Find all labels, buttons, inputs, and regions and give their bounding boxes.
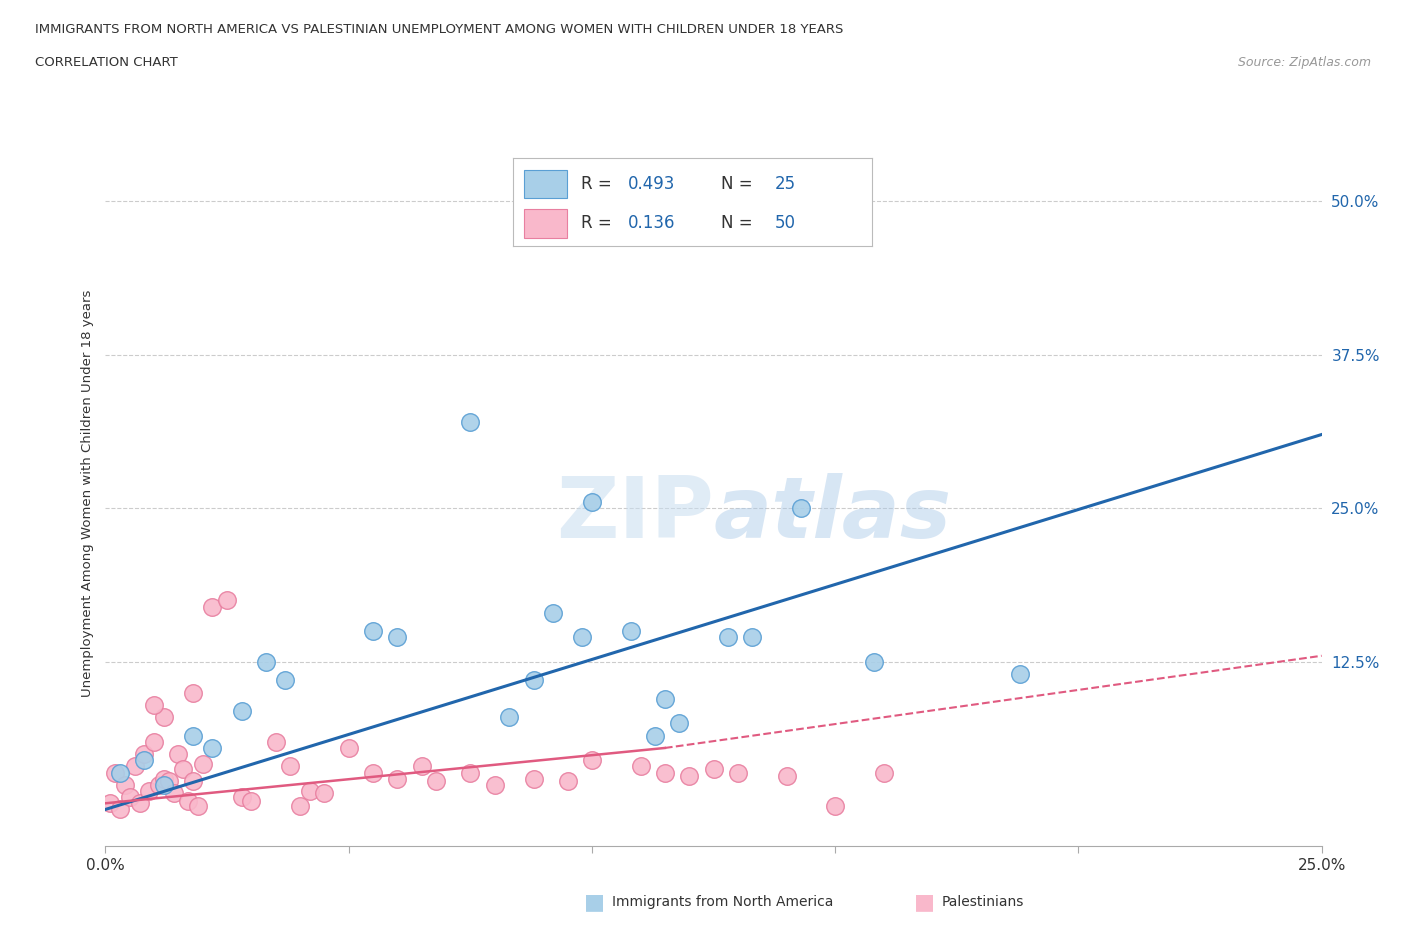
Point — [571, 630, 593, 644]
Point — [361, 765, 384, 780]
Point — [138, 784, 160, 799]
Text: CORRELATION CHART: CORRELATION CHART — [35, 56, 179, 69]
Point — [274, 673, 297, 688]
Point — [167, 747, 190, 762]
Point — [187, 798, 209, 813]
Y-axis label: Unemployment Among Women with Children Under 18 years: Unemployment Among Women with Children U… — [82, 289, 94, 697]
Text: Palestinians: Palestinians — [942, 895, 1025, 910]
Point — [630, 759, 652, 774]
Text: 25: 25 — [775, 175, 796, 193]
Point — [108, 765, 131, 780]
Point — [790, 501, 813, 516]
Point — [387, 630, 409, 644]
Point — [157, 774, 180, 789]
Text: N =: N = — [721, 175, 758, 193]
Point — [124, 759, 146, 774]
Point — [153, 777, 176, 792]
Point — [702, 762, 725, 777]
Point — [143, 735, 166, 750]
Point — [114, 777, 136, 792]
Point — [498, 710, 520, 724]
Point — [201, 599, 224, 614]
Text: ■: ■ — [583, 892, 605, 912]
Point — [298, 784, 321, 799]
Point — [824, 798, 846, 813]
Point — [177, 793, 200, 808]
Point — [873, 765, 896, 780]
Point — [108, 802, 131, 817]
Point — [678, 769, 700, 784]
Point — [541, 605, 564, 620]
Point — [484, 777, 506, 792]
Point — [231, 704, 253, 719]
Point — [775, 769, 797, 784]
Point — [153, 771, 176, 786]
Point — [668, 716, 690, 731]
Point — [134, 747, 156, 762]
Point — [240, 793, 263, 808]
Text: 0.493: 0.493 — [628, 175, 675, 193]
Point — [644, 728, 666, 743]
Text: atlas: atlas — [713, 472, 952, 555]
Point — [148, 777, 170, 792]
Point — [522, 673, 544, 688]
Point — [191, 756, 214, 771]
Text: 0.136: 0.136 — [628, 215, 675, 232]
Point — [134, 752, 156, 767]
Point — [741, 630, 763, 644]
Point — [181, 685, 204, 700]
Text: IMMIGRANTS FROM NORTH AMERICA VS PALESTINIAN UNEMPLOYMENT AMONG WOMEN WITH CHILD: IMMIGRANTS FROM NORTH AMERICA VS PALESTI… — [35, 23, 844, 36]
Point — [387, 771, 409, 786]
Point — [278, 759, 301, 774]
Point — [458, 415, 481, 430]
Text: ZIP: ZIP — [555, 472, 713, 555]
Point — [128, 796, 150, 811]
Text: 50: 50 — [775, 215, 796, 232]
Point — [181, 774, 204, 789]
Point — [337, 740, 360, 755]
Point — [1008, 667, 1031, 682]
Point — [727, 765, 749, 780]
Point — [654, 765, 676, 780]
Point — [288, 798, 311, 813]
Point — [425, 774, 447, 789]
Point — [104, 765, 127, 780]
Point — [201, 740, 224, 755]
Point — [522, 771, 544, 786]
Bar — [524, 169, 567, 198]
Point — [581, 752, 603, 767]
Point — [717, 630, 740, 644]
Point — [654, 691, 676, 706]
Point — [98, 796, 121, 811]
Point — [863, 655, 886, 670]
Text: Source: ZipAtlas.com: Source: ZipAtlas.com — [1237, 56, 1371, 69]
Point — [264, 735, 287, 750]
Text: ■: ■ — [914, 892, 935, 912]
Point — [581, 495, 603, 510]
Point — [361, 624, 384, 639]
Point — [620, 624, 643, 639]
Point — [231, 790, 253, 804]
Text: N =: N = — [721, 215, 758, 232]
Point — [143, 698, 166, 712]
Point — [217, 593, 239, 608]
Point — [118, 790, 141, 804]
Point — [254, 655, 277, 670]
Point — [153, 710, 176, 724]
Point — [557, 774, 579, 789]
Point — [172, 762, 194, 777]
Bar — [524, 209, 567, 238]
Point — [411, 759, 433, 774]
Point — [458, 765, 481, 780]
Text: R =: R = — [581, 175, 617, 193]
Point — [181, 728, 204, 743]
Point — [314, 786, 336, 801]
Text: Immigrants from North America: Immigrants from North America — [612, 895, 832, 910]
Point — [162, 786, 184, 801]
Text: R =: R = — [581, 215, 617, 232]
